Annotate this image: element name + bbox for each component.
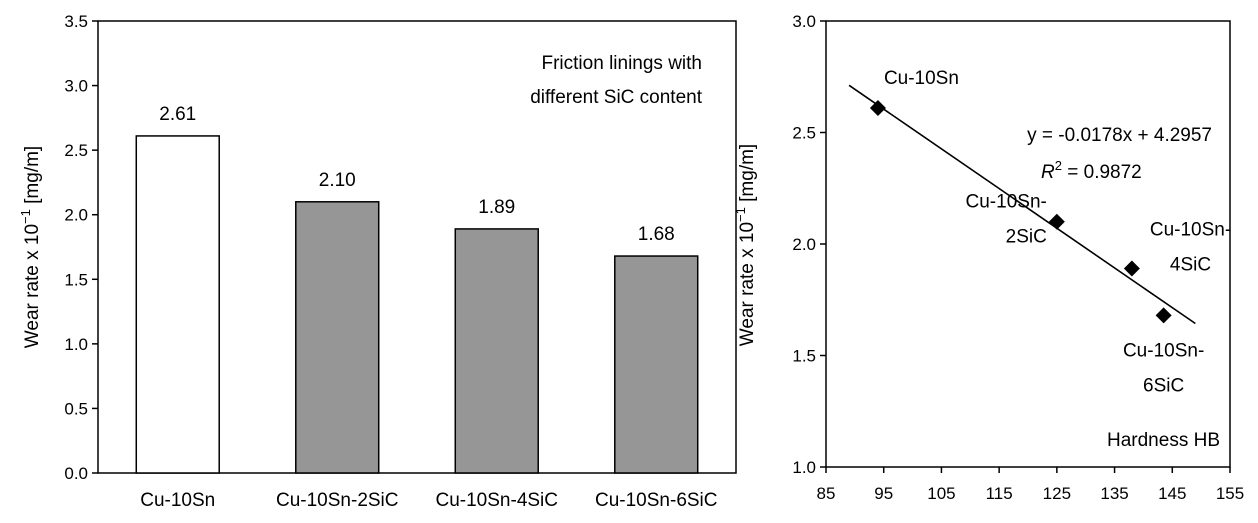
bar-category-label: Cu-10Sn-6SiC (595, 490, 718, 511)
bar (454, 228, 539, 474)
scatter-x-axis-ticks: 85 95 105 115 125 135 145 155 (817, 467, 1244, 503)
bar-y-axis-ticks: 0.0 0.5 1.0 1.5 2.0 2.5 3.0 3.5 (64, 12, 98, 483)
scatter-x-tick-label: 85 (817, 484, 836, 503)
bar-plot-frame (97, 20, 737, 474)
scatter-y-tick-label: 3.0 (792, 12, 816, 31)
scatter-r-squared-letter: R (1041, 162, 1055, 183)
bar-y-tick-label: 0.5 (64, 399, 88, 418)
scatter-point-label: Cu-10Sn- (966, 192, 1047, 213)
bar (295, 201, 380, 474)
scatter-point (1123, 260, 1140, 277)
bar-category-label: Cu-10Sn (140, 490, 215, 511)
scatter-y-axis-title-unit: [mg/m] (737, 144, 758, 207)
scatter-x-tick-label: 155 (1216, 484, 1244, 503)
scatter-y-tick-label: 2.0 (792, 235, 816, 254)
bar-y-tick-label: 1.5 (64, 270, 88, 289)
bar-y-axis-title-main: Wear rate x 10 (22, 224, 43, 348)
scatter-y-axis-title-main: Wear rate x 10 (737, 222, 758, 346)
scatter-x-axis-title: Hardness HB (1107, 430, 1220, 451)
scatter-y-tick-label: 2.5 (792, 124, 816, 143)
bar-category-label: Cu-10Sn-4SiC (436, 490, 559, 511)
scatter-y-axis-title-exponent: −1 (733, 207, 748, 222)
scatter-x-tick-label: 145 (1158, 484, 1186, 503)
bar (614, 255, 699, 474)
bar-chart: 0.0 0.5 1.0 1.5 2.0 2.5 3.0 3.5 2.61 2.10 1.89 1.6… (18, 12, 737, 511)
scatter-chart: 1.0 1.5 2.0 2.5 3.0 85 95 105 115 125 135 145 155 C… (733, 12, 1244, 503)
bar-y-axis-title-unit: [mg/m] (22, 146, 43, 209)
scatter-point-label: 6SiC (1143, 375, 1184, 396)
scatter-r-squared-exponent: 2 (1055, 158, 1062, 173)
bar-value-label: 2.10 (319, 170, 356, 191)
bar-y-tick-label: 1.0 (64, 335, 88, 354)
bar-value-label: 2.61 (159, 104, 196, 125)
scatter-y-axis-title: Wear rate x 10−1 [mg/m] (733, 144, 758, 346)
bar-value-label: 1.68 (638, 224, 675, 245)
bar-y-axis-title-exponent: −1 (18, 209, 33, 224)
bar-y-tick-label: 3.5 (64, 12, 88, 31)
bar-y-tick-label: 3.0 (64, 77, 88, 96)
scatter-x-tick-label: 105 (927, 484, 955, 503)
scatter-r-squared-value: = 0.9872 (1062, 162, 1142, 183)
scatter-y-tick-label: 1.0 (792, 458, 816, 477)
scatter-point-label: 4SiC (1170, 255, 1211, 276)
scatter-point-label: Cu-10Sn (884, 68, 959, 89)
bar-category-label: Cu-10Sn-2SiC (276, 490, 399, 511)
bar-y-tick-label: 2.5 (64, 141, 88, 160)
scatter-x-tick-label: 135 (1100, 484, 1128, 503)
bar-y-tick-label: 0.0 (64, 464, 88, 483)
scatter-y-axis-ticks: 1.0 1.5 2.0 2.5 3.0 (792, 12, 826, 477)
bar-value-label: 1.89 (478, 197, 515, 218)
scatter-x-tick-label: 125 (1043, 484, 1071, 503)
scatter-x-tick-label: 95 (874, 484, 893, 503)
scatter-point-label: 2SiC (1006, 227, 1047, 248)
bar-annotation-line-2: different SiC content (530, 87, 703, 108)
scatter-trend-equation: y = -0.0178x + 4.2957 (1027, 125, 1212, 146)
scatter-trendline (848, 84, 1196, 325)
bar-x-axis-labels: Cu-10Sn Cu-10Sn-2SiC Cu-10Sn-4SiC Cu-10Sn-6… (140, 490, 717, 511)
scatter-point-label: Cu-10Sn- (1150, 220, 1231, 241)
scatter-point (1155, 307, 1172, 324)
bar-y-tick-label: 2.0 (64, 206, 88, 225)
bar (135, 135, 220, 474)
scatter-series: Cu-10Sn Cu-10Sn- 2SiC Cu-10Sn- 4SiC Cu-10Sn- 6… (869, 68, 1231, 396)
scatter-r-squared: R2 = 0.9872 (1041, 158, 1142, 183)
bar-series: 2.61 2.10 1.89 1.68 (135, 104, 699, 474)
scatter-x-tick-label: 115 (986, 484, 1013, 503)
scatter-point (869, 99, 886, 116)
bar-annotation-line-1: Friction linings with (542, 53, 703, 74)
scatter-y-tick-label: 1.5 (792, 347, 816, 366)
scatter-point-label: Cu-10Sn- (1123, 340, 1204, 361)
scatter-point (1048, 213, 1065, 230)
bar-y-axis-title: Wear rate x 10−1 [mg/m] (18, 146, 43, 348)
